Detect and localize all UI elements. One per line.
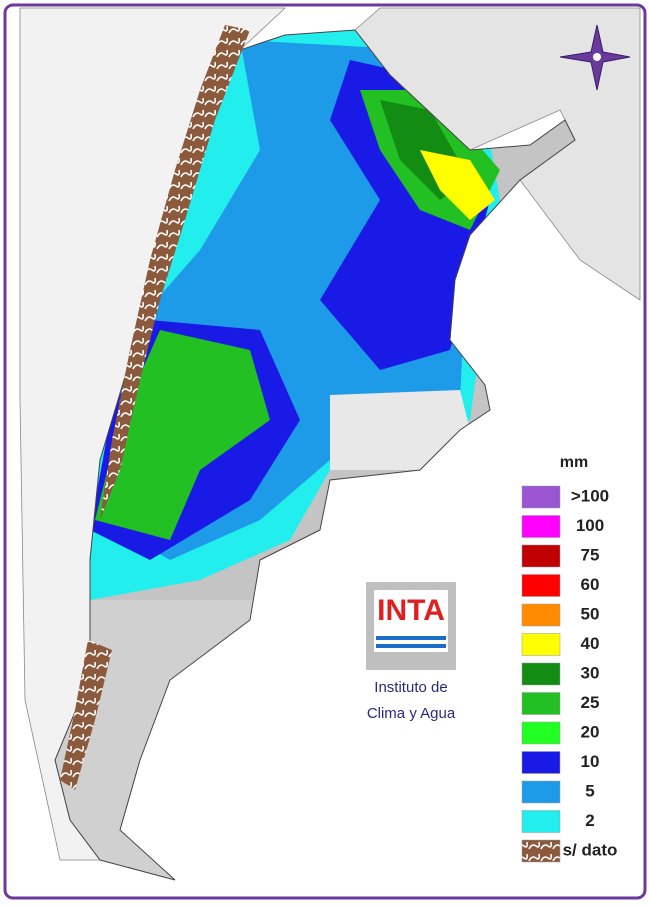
- legend-swatch: [521, 662, 561, 686]
- legend-label: 75: [581, 545, 600, 564]
- legend-swatch: [521, 692, 561, 715]
- legend-swatch: [521, 751, 561, 774]
- legend-swatch: [521, 603, 561, 627]
- legend-swatch: [521, 633, 561, 656]
- legend-swatch: [521, 544, 561, 568]
- country-outline: [54, 29, 576, 881]
- no-data-south: [60, 640, 112, 790]
- legend-label: 2: [585, 811, 594, 830]
- legend-label: 25: [581, 693, 600, 712]
- legend-label: 50: [581, 604, 600, 623]
- legend-swatch: [521, 780, 561, 804]
- legend-label: 20: [581, 722, 600, 741]
- logo-line: Clima y Agua: [367, 705, 456, 722]
- legend-swatch: [521, 839, 561, 863]
- no-data-andes: [100, 25, 250, 520]
- legend-label: 10: [581, 752, 600, 771]
- legend-label: 60: [581, 575, 600, 594]
- legend-swatch: [521, 810, 561, 833]
- legend-swatch: [521, 721, 561, 745]
- legend-label: >100: [571, 486, 609, 505]
- legend-swatch: [521, 485, 561, 509]
- compass: [559, 24, 631, 91]
- legend-title: mm: [560, 454, 588, 471]
- legend-swatch: [521, 574, 561, 597]
- legend: >100 100 75 60 50 40 30 25 20 10 5 2 s/ dato: [521, 485, 618, 863]
- legend-label: 5: [585, 781, 594, 800]
- legend-swatch: [521, 515, 561, 538]
- legend-label: 100: [576, 516, 604, 535]
- inta-logo: INTA: [366, 582, 456, 670]
- legend-label: s/ dato: [563, 840, 618, 859]
- legend-label: 30: [581, 663, 600, 682]
- legend-label: 40: [581, 634, 600, 653]
- logo-line: Instituto de: [374, 679, 447, 696]
- logo-name: INTA: [377, 594, 445, 627]
